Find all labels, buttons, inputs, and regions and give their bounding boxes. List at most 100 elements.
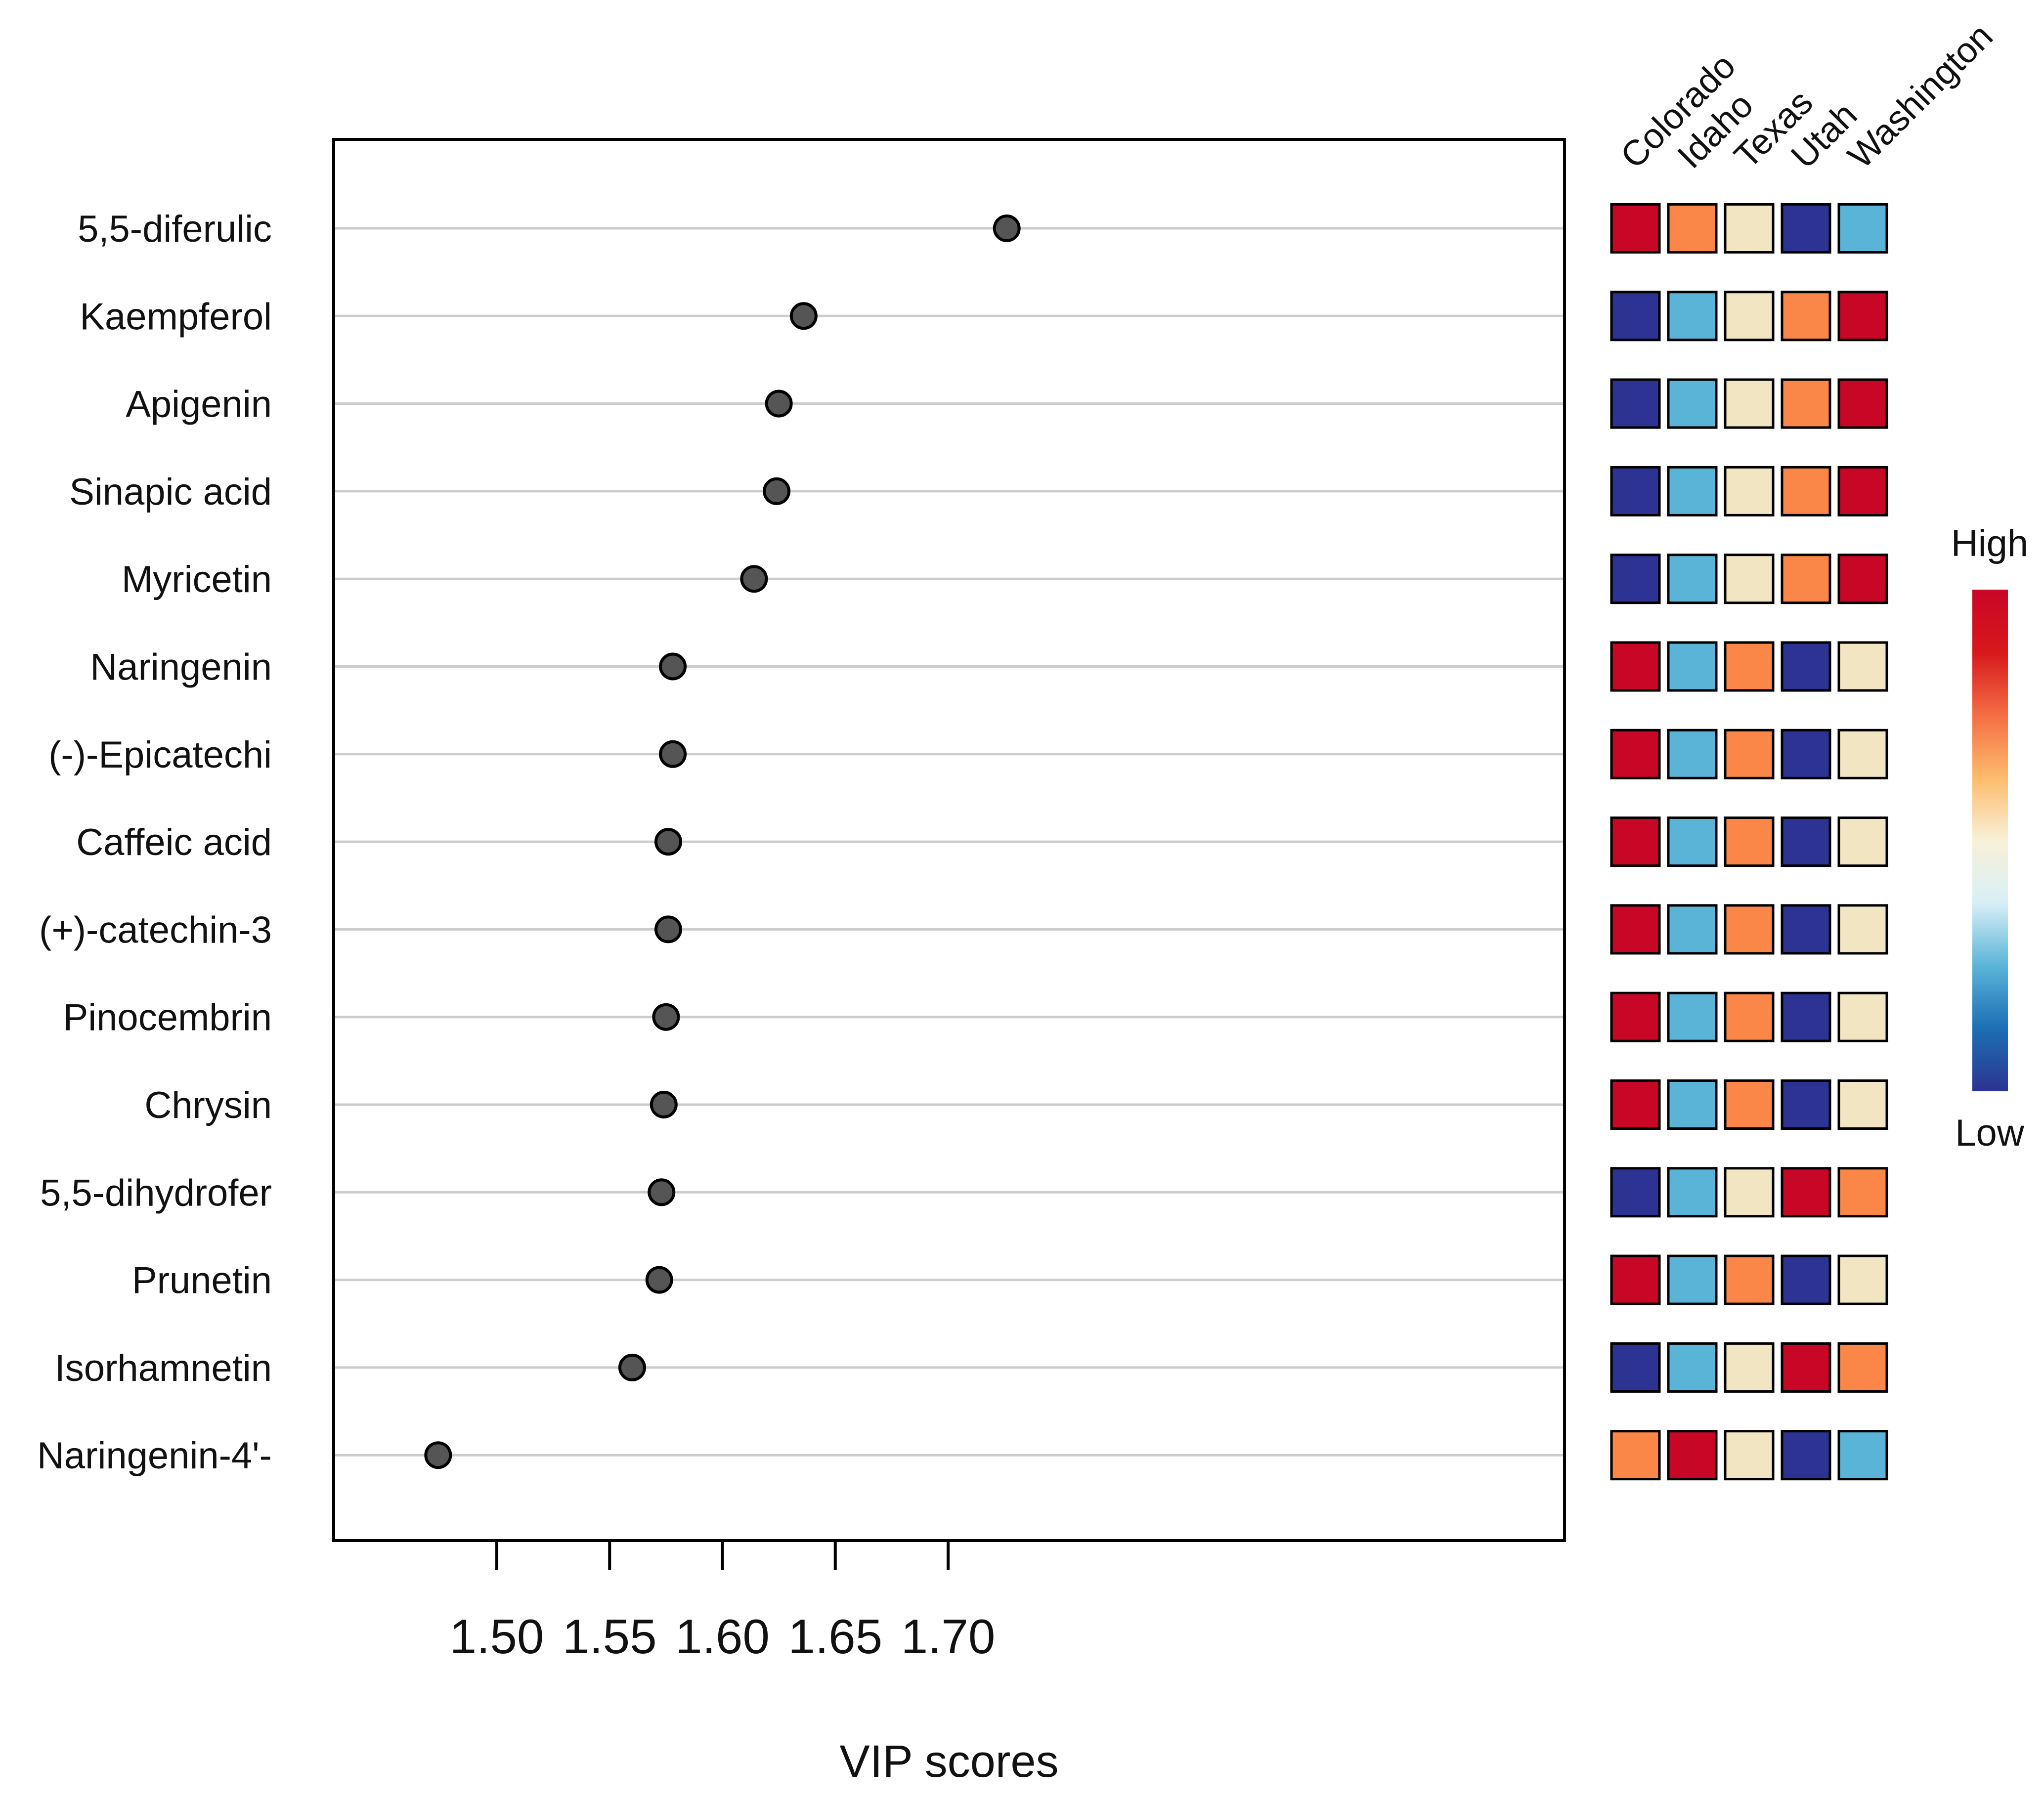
- legend-low-label: Low: [1955, 1112, 2025, 1154]
- x-axis: 1.50 1.55 1.60 1.65 1.70: [450, 1541, 996, 1664]
- heatmap-cell: [1781, 641, 1831, 692]
- vip-point: [650, 1091, 678, 1118]
- color-legend: High Low: [1951, 522, 2028, 1154]
- compound-label: 5,5-diferulic: [78, 208, 272, 250]
- heatmap-cell: [1837, 1430, 1888, 1481]
- heatmap-cell: [1837, 466, 1888, 516]
- heatmap-cell: [1610, 1079, 1661, 1130]
- x-tick-label: 1.60: [675, 1609, 770, 1664]
- heatmap-cell: [1781, 1342, 1831, 1393]
- heatmap-cell: [1837, 291, 1888, 342]
- heatmap-cell: [1837, 203, 1888, 254]
- heatmap-cell: [1667, 466, 1718, 516]
- heatmap-cell: [1781, 466, 1831, 516]
- heatmap-cell: [1667, 904, 1718, 955]
- compound-label: Apigenin: [126, 384, 272, 426]
- heatmap-cell: [1724, 729, 1775, 779]
- heatmap-cell: [1724, 1079, 1775, 1130]
- heatmap-cell: [1781, 1430, 1831, 1481]
- vip-point: [740, 565, 768, 593]
- heatmap-cell: [1610, 1430, 1661, 1481]
- heatmap-cell: [1781, 1167, 1831, 1218]
- heatmap-cell: [1781, 378, 1831, 429]
- compound-label: Naringenin: [90, 646, 272, 688]
- heatmap-cell: [1837, 1254, 1888, 1305]
- heatmap-cell: [1610, 554, 1661, 604]
- vip-point: [652, 1003, 680, 1031]
- vip-point: [654, 828, 682, 856]
- heatmap-cell: [1724, 1342, 1775, 1393]
- x-axis-title: VIP scores: [839, 1736, 1058, 1787]
- heatmap-cell: [1610, 466, 1661, 516]
- heatmap-cell: [1667, 1254, 1718, 1305]
- x-tick-label: 1.50: [450, 1609, 544, 1664]
- heatmap-cell: [1610, 729, 1661, 779]
- x-tick-label: 1.70: [901, 1609, 996, 1664]
- heatmap-cell: [1724, 904, 1775, 955]
- heatmap-cell: [1667, 816, 1718, 867]
- compound-label: Naringenin-4'-: [37, 1435, 272, 1477]
- compound-label: (+)-catechin-3: [39, 909, 272, 951]
- heatmap-cell: [1667, 554, 1718, 604]
- vip-point: [618, 1353, 646, 1381]
- compound-label: Pinocembrin: [63, 997, 272, 1039]
- heatmap-cell: [1610, 203, 1661, 254]
- heatmap-cell: [1610, 641, 1661, 692]
- heatmap-cell: [1837, 729, 1888, 779]
- gridlines: [334, 227, 1565, 1457]
- heatmap-cell: [1667, 203, 1718, 254]
- heatmap-cell: [1837, 816, 1888, 867]
- vip-point: [659, 652, 687, 681]
- heatmap-cell: [1724, 203, 1775, 254]
- heatmap-cell: [1610, 1342, 1661, 1393]
- heatmap-cell: [1837, 554, 1888, 604]
- heatmap-cell: [1837, 1342, 1888, 1393]
- compound-label: Chrysin: [144, 1084, 272, 1126]
- legend-high-label: High: [1951, 522, 2028, 564]
- heatmap-cell: [1781, 1254, 1831, 1305]
- heatmap-cell: [1837, 641, 1888, 692]
- heatmap-cell: [1781, 904, 1831, 955]
- heatmap-cell: [1724, 554, 1775, 604]
- heatmap-cell: [1781, 816, 1831, 867]
- compound-labels: 5,5-diferulic Kaempferol Apigenin Sinapic a…: [37, 208, 272, 1477]
- compound-label: Isorhamnetin: [55, 1347, 272, 1389]
- heatmap-cell: [1610, 991, 1661, 1042]
- vip-point: [789, 302, 818, 330]
- heatmap-cell: [1837, 378, 1888, 429]
- plot-frame: [332, 138, 1566, 1542]
- vip-point: [763, 477, 791, 505]
- vip-point: [424, 1441, 452, 1469]
- heatmap-cell: [1724, 816, 1775, 867]
- compound-label: Myricetin: [122, 558, 272, 600]
- heatmap-cell: [1610, 291, 1661, 342]
- heatmap-cell: [1781, 729, 1831, 779]
- heatmap-cell: [1781, 203, 1831, 254]
- heatmap-cell: [1610, 378, 1661, 429]
- heatmap-cell: [1724, 641, 1775, 692]
- vip-point: [659, 740, 687, 768]
- heatmap-cell: [1667, 1342, 1718, 1393]
- x-tick-label: 1.65: [788, 1609, 882, 1664]
- heatmap-cell: [1724, 991, 1775, 1042]
- heatmap-cell: [1781, 291, 1831, 342]
- legend-gradient-bar: [1972, 590, 2008, 1091]
- heatmap-cell: [1610, 1254, 1661, 1305]
- heatmap-cell: [1667, 291, 1718, 342]
- heatmap-cell: [1667, 1167, 1718, 1218]
- heatmap-cell: [1724, 1430, 1775, 1481]
- heatmap-cell: [1837, 904, 1888, 955]
- compound-label: Prunetin: [132, 1260, 272, 1302]
- heatmap-cell: [1667, 729, 1718, 779]
- compound-label: Sinapic acid: [69, 471, 272, 513]
- heatmap-cell: [1610, 1167, 1661, 1218]
- heatmap-cell: [1724, 378, 1775, 429]
- points: [424, 214, 1021, 1469]
- vip-point: [654, 915, 682, 943]
- heatmap-cell: [1667, 1430, 1718, 1481]
- heatmap-cell: [1667, 1079, 1718, 1130]
- compound-label: (-)-Epicatechi: [48, 734, 272, 776]
- heatmap-cell: [1667, 991, 1718, 1042]
